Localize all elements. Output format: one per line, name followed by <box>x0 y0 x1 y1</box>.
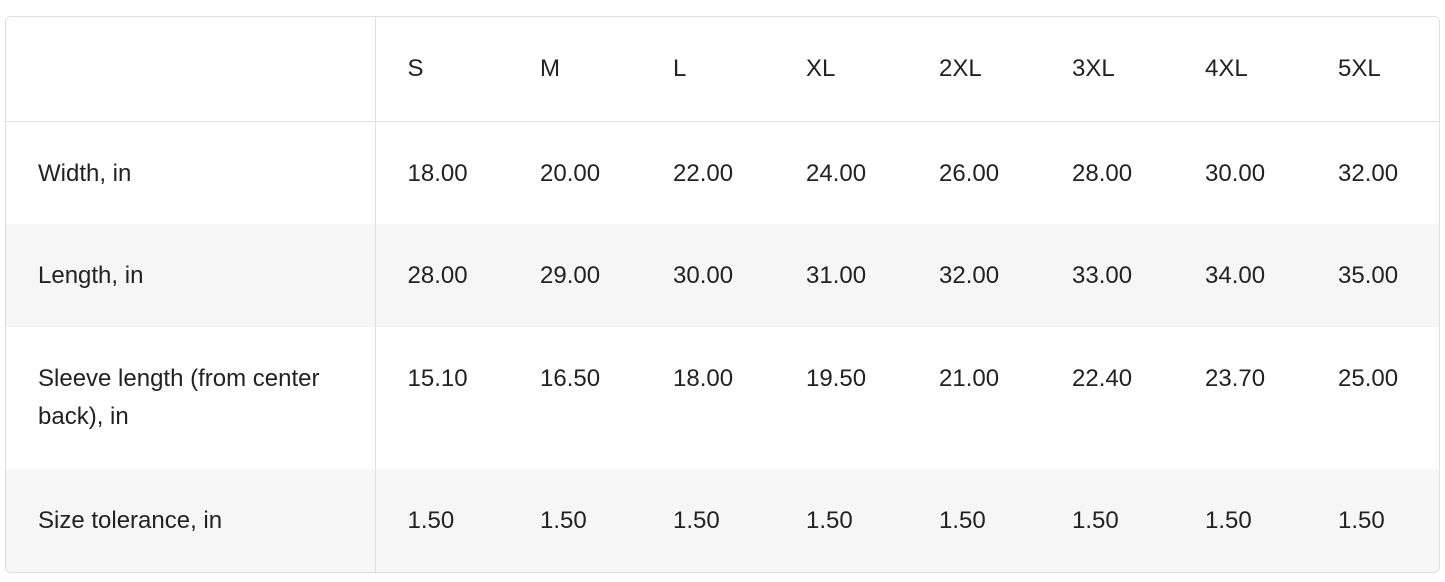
measurement-cell: 30.00 <box>673 262 734 289</box>
measurement-cell: 26.00 <box>939 159 1000 187</box>
measurement-cell: 29.00 <box>540 262 601 289</box>
corner-cell <box>6 17 376 121</box>
measurement-cell: 32.00 <box>939 262 1000 289</box>
row-label: Sleeve length (from center back), in <box>6 327 376 469</box>
size-header: 3XL <box>1072 55 1115 82</box>
row-label: Size tolerance, in <box>6 469 376 572</box>
measurement-cell: 18.00 <box>407 159 468 187</box>
table-row: Width, in 18.00 20.00 22.00 24.00 26.00 28.00 3… <box>6 121 1439 224</box>
table-row: Length, in 28.00 29.00 30.00 31.00 32.00 33.00… <box>6 224 1439 327</box>
measurement-cell: 1.50 <box>1338 507 1385 534</box>
measurement-cell: 30.00 <box>1205 159 1266 187</box>
size-header: 5XL <box>1338 55 1381 82</box>
measurement-cell: 19.50 <box>806 365 867 392</box>
size-table: S M L XL 2XL 3XL 4XL 5XL Width, in 18.00 2… <box>6 17 1439 572</box>
measurement-cell: 28.00 <box>1072 159 1133 187</box>
measurement-cell: 1.50 <box>407 507 455 534</box>
table-row: Sleeve length (from center back), in 15.1… <box>6 327 1439 469</box>
measurement-cell: 1.50 <box>939 507 986 534</box>
measurement-cell: 1.50 <box>673 507 720 534</box>
measurement-cell: 28.00 <box>407 262 468 289</box>
measurement-cell: 22.00 <box>673 159 734 187</box>
measurement-cell: 25.00 <box>1338 365 1399 392</box>
measurement-cell: 15.10 <box>407 365 468 392</box>
size-chart: S M L XL 2XL 3XL 4XL 5XL Width, in 18.00 2… <box>5 16 1440 573</box>
size-header: L <box>673 55 687 82</box>
measurement-cell: 32.00 <box>1338 159 1399 187</box>
size-header: 2XL <box>939 55 982 82</box>
row-label: Width, in <box>6 121 376 224</box>
row-label: Length, in <box>6 224 376 327</box>
measurement-cell: 1.50 <box>1205 507 1252 534</box>
measurement-cell: 35.00 <box>1338 262 1399 289</box>
measurement-cell: 31.00 <box>806 262 867 289</box>
measurement-cell: 21.00 <box>939 365 1000 392</box>
measurement-cell: 1.50 <box>806 507 853 534</box>
measurement-cell: 23.70 <box>1205 365 1266 392</box>
size-header: S <box>407 55 424 82</box>
table-row: Size tolerance, in 1.50 1.50 1.50 1.50 1.50 1.… <box>6 469 1439 572</box>
measurement-cell: 16.50 <box>540 365 601 392</box>
measurement-cell: 34.00 <box>1205 262 1266 289</box>
measurement-cell: 1.50 <box>540 507 587 534</box>
size-header: M <box>540 55 560 82</box>
measurement-cell: 24.00 <box>806 159 867 187</box>
measurement-cell: 1.50 <box>1072 507 1119 534</box>
size-header: XL <box>806 55 836 82</box>
measurement-cell: 18.00 <box>673 365 734 392</box>
measurement-cell: 22.40 <box>1072 365 1133 392</box>
measurement-cell: 20.00 <box>540 159 601 187</box>
header-row: S M L XL 2XL 3XL 4XL 5XL <box>6 17 1439 121</box>
size-header: 4XL <box>1205 55 1248 82</box>
measurement-cell: 33.00 <box>1072 262 1133 289</box>
